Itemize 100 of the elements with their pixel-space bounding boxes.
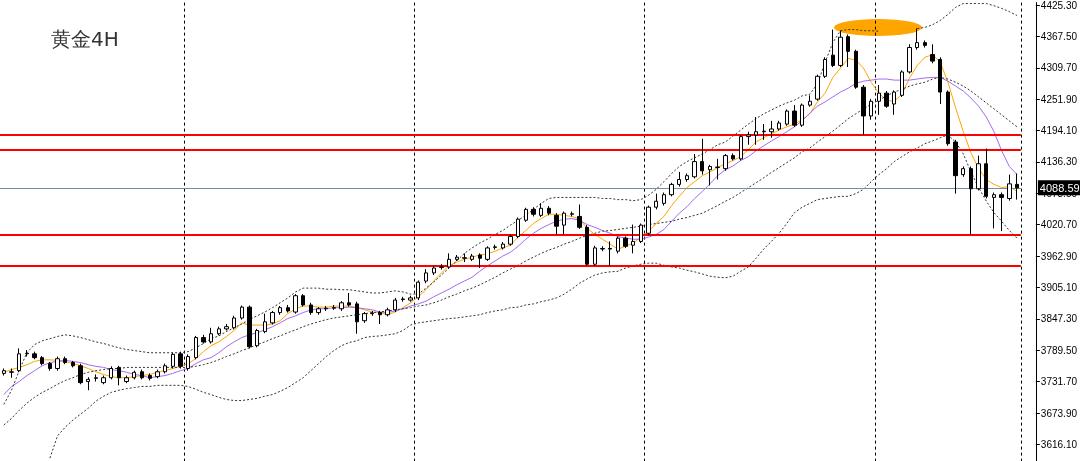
candlestick: [854, 49, 858, 90]
candlestick: [117, 365, 121, 386]
candlestick: [708, 164, 712, 186]
y-tick-label: 3673.90: [1040, 407, 1078, 419]
candlestick: [9, 368, 14, 379]
y-tick-label: 3731.70: [1040, 376, 1078, 388]
candlestick: [953, 139, 958, 195]
candlestick: [355, 301, 359, 335]
y-tick-label: 3616.10: [1040, 438, 1078, 450]
candlestick: [270, 310, 275, 326]
candlestick: [447, 252, 451, 270]
candlestick: [25, 349, 29, 358]
candlestick: [393, 297, 397, 313]
candlestick: [286, 304, 290, 314]
candlestick: [32, 351, 37, 360]
candlestick: [171, 352, 175, 370]
candlestick: [700, 138, 704, 176]
candlestick: [585, 224, 589, 267]
candlestick: [209, 327, 213, 345]
candlestick: [309, 302, 313, 316]
candlestick: [71, 360, 75, 368]
candlestick: [40, 355, 44, 366]
candlestick: [846, 33, 850, 68]
candlestick: [524, 207, 528, 223]
candlestick: [432, 265, 436, 276]
candlestick: [631, 224, 635, 254]
candlestick: [124, 375, 129, 384]
candlestick: [48, 361, 52, 372]
candlestick: [547, 205, 551, 216]
candlestick: [969, 165, 973, 235]
candlestick: [662, 192, 666, 207]
candlestick: [685, 173, 689, 183]
candlestick: [593, 245, 597, 267]
candlestick: [385, 307, 390, 317]
candlestick: [339, 300, 344, 312]
candlestick: [531, 206, 536, 217]
candlestick: [577, 203, 582, 230]
candlestick: [86, 376, 90, 391]
candlestick: [63, 356, 67, 365]
candlestick: [739, 134, 743, 161]
candlestick: [324, 305, 328, 312]
candlestick: [900, 69, 904, 98]
candlestick: [293, 293, 298, 315]
candlestick: [470, 253, 474, 262]
candlestick: [78, 363, 83, 385]
candlestick: [938, 56, 942, 105]
candlestick: [401, 296, 405, 303]
candlestick: [777, 120, 781, 132]
candlestick: [485, 245, 490, 262]
candlestick: [976, 155, 981, 191]
candlestick: [224, 323, 229, 331]
candlestick: [623, 236, 628, 249]
candlestick: [316, 306, 321, 316]
candlestick: [616, 236, 620, 254]
candlestick: [332, 304, 336, 311]
candlestick: [2, 368, 6, 377]
candlestick: [562, 211, 566, 235]
candlestick: [715, 158, 720, 180]
candlestick: [501, 241, 505, 251]
candlestick: [163, 363, 167, 374]
candlestick: [539, 202, 543, 218]
candlestick: [478, 252, 482, 269]
candlestick: [669, 182, 674, 197]
candlestick: [815, 74, 820, 102]
candlestick: [861, 84, 866, 136]
candlestick: [240, 305, 244, 321]
candlestick: [884, 90, 889, 109]
candlestick: [201, 334, 206, 345]
candlestick: [570, 211, 574, 217]
candlestick: [155, 369, 160, 379]
candlestick: [362, 311, 367, 324]
candlestick: [608, 240, 612, 267]
candlestick: [961, 165, 965, 178]
candlestick: [992, 192, 996, 229]
candlestick: [263, 313, 267, 334]
candlestick: [692, 153, 697, 179]
candlestick: [762, 123, 766, 141]
candlestick: [1007, 174, 1012, 202]
candlestick: [869, 98, 873, 121]
candlestick: [800, 102, 804, 128]
candlestick: [754, 116, 758, 146]
candlestick: [731, 152, 735, 161]
y-tick-label: 4309.70: [1040, 62, 1078, 74]
candlestick: [439, 263, 444, 271]
candlestick: [247, 305, 252, 349]
candlestick: [140, 369, 144, 380]
candlestick: [94, 373, 98, 383]
candlestick: [17, 347, 21, 373]
y-tick-label: 4136.30: [1040, 156, 1078, 168]
text: 黄金4H: [51, 27, 119, 51]
candlestick: [232, 315, 236, 330]
candlestick: [792, 104, 797, 128]
candlestick: [301, 293, 305, 308]
candlestick: [785, 108, 789, 127]
candlestick: [654, 193, 658, 210]
candlestick: [424, 268, 428, 284]
candlestick: [723, 153, 728, 172]
candlestick: [923, 39, 927, 49]
ref-line-label: 4088.59: [1039, 181, 1080, 194]
candlestick: [278, 305, 282, 316]
